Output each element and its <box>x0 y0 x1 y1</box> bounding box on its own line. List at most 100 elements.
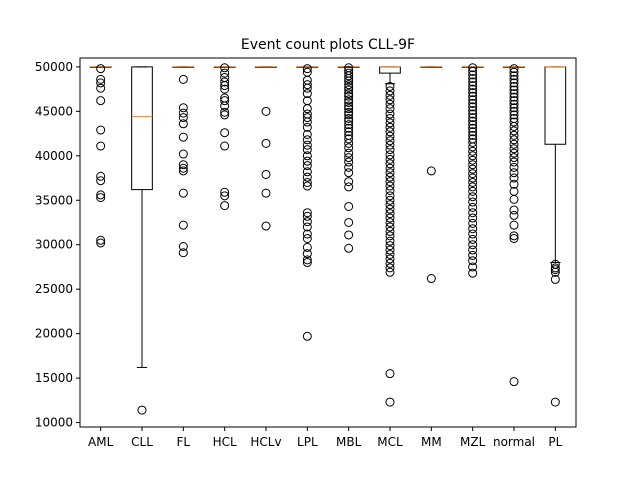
outlier-point <box>344 116 354 126</box>
outlier-point <box>509 135 519 145</box>
outlier-point <box>468 130 478 140</box>
outlier-point <box>385 185 395 195</box>
outlier-point <box>509 377 519 387</box>
outlier-point <box>550 265 560 275</box>
outlier-point <box>509 99 519 109</box>
outlier-point <box>468 109 478 119</box>
outlier-point <box>302 217 312 227</box>
outlier-point <box>220 128 230 138</box>
outlier-point <box>344 148 354 158</box>
outlier-point <box>468 155 478 165</box>
outlier-point <box>344 73 354 83</box>
axes: 10000 15000 20000 25000 30000 35000 40000 45000… <box>35 60 563 449</box>
outlier-point <box>385 127 395 137</box>
outlier-point <box>385 369 395 379</box>
outlier-point <box>96 235 106 245</box>
outlier-point <box>468 84 478 94</box>
outlier-point <box>344 123 354 133</box>
outlier-point <box>385 90 395 100</box>
outlier-point <box>509 205 519 215</box>
outlier-point <box>178 188 188 198</box>
outlier-point <box>302 122 312 132</box>
outlier-point <box>385 122 395 132</box>
outlier-point <box>385 168 395 178</box>
outlier-point <box>385 241 395 251</box>
outlier-point <box>344 153 354 163</box>
outlier-point <box>385 163 395 173</box>
y-tick-label: 15000 <box>35 371 73 385</box>
outlier-point <box>302 161 312 171</box>
outlier-point <box>302 222 312 232</box>
outlier-point <box>385 145 395 155</box>
outlier-point <box>468 234 478 244</box>
outlier-point <box>385 95 395 105</box>
outlier-point <box>385 172 395 182</box>
outlier-point <box>385 104 395 114</box>
outlier-point <box>178 74 188 84</box>
outlier-point <box>96 141 106 151</box>
outlier-point <box>302 104 312 114</box>
outlier-point <box>344 82 354 92</box>
outlier-point <box>385 397 395 407</box>
outlier-point <box>468 229 478 239</box>
outlier-point <box>385 131 395 141</box>
outlier-point <box>385 159 395 169</box>
outlier-point <box>344 168 354 178</box>
box-HCL <box>213 63 236 211</box>
outlier-point <box>550 274 560 284</box>
box-MCL <box>379 66 401 407</box>
outlier-point <box>178 220 188 230</box>
outlier-point <box>468 137 478 147</box>
outlier-point <box>468 208 478 218</box>
outlier-point <box>509 81 519 91</box>
outlier-point <box>220 187 230 197</box>
outlier-point <box>468 127 478 137</box>
outlier-point <box>468 169 478 179</box>
outlier-point <box>344 97 354 107</box>
outlier-point <box>509 148 519 158</box>
outlier-point <box>385 213 395 223</box>
outlier-point <box>509 153 519 163</box>
outlier-point <box>344 217 354 227</box>
outlier-point <box>178 149 188 159</box>
plot-frame <box>79 57 577 428</box>
outlier-point <box>344 91 354 101</box>
outlier-point <box>509 117 519 127</box>
outlier-point <box>385 267 395 277</box>
outlier-point <box>302 255 312 265</box>
outlier-point <box>302 89 312 99</box>
outlier-point <box>468 98 478 108</box>
outlier-point <box>302 117 312 127</box>
outlier-point <box>261 188 271 198</box>
plot-area <box>89 63 567 415</box>
outlier-point <box>468 95 478 105</box>
outlier-point <box>344 85 354 95</box>
x-tick-label-MCL: MCL <box>377 435 403 449</box>
outlier-point <box>468 224 478 234</box>
outlier-point <box>220 63 230 73</box>
outlier-point <box>220 68 230 78</box>
outlier-point <box>344 76 354 86</box>
outlier-point <box>220 77 230 87</box>
outlier-point <box>468 213 478 223</box>
outlier-point <box>344 143 354 153</box>
outlier-point <box>220 191 230 201</box>
x-tick-label-normal: normal <box>493 435 535 449</box>
outlier-point <box>468 240 478 250</box>
outlier-point <box>344 101 354 111</box>
outlier-point <box>220 84 230 94</box>
y-tick-label: 50000 <box>35 60 73 74</box>
outlier-point <box>385 113 395 123</box>
outlier-point <box>137 405 147 415</box>
outlier-point <box>509 210 519 220</box>
outlier-point <box>344 162 354 172</box>
outlier-point <box>468 256 478 266</box>
outlier-point <box>302 208 312 218</box>
outlier-point <box>468 102 478 112</box>
outlier-point <box>468 105 478 115</box>
outlier-point <box>468 262 478 272</box>
outlier-point <box>344 120 354 130</box>
outlier-point <box>468 88 478 98</box>
outlier-point <box>509 173 519 183</box>
box-MBL <box>337 63 360 253</box>
